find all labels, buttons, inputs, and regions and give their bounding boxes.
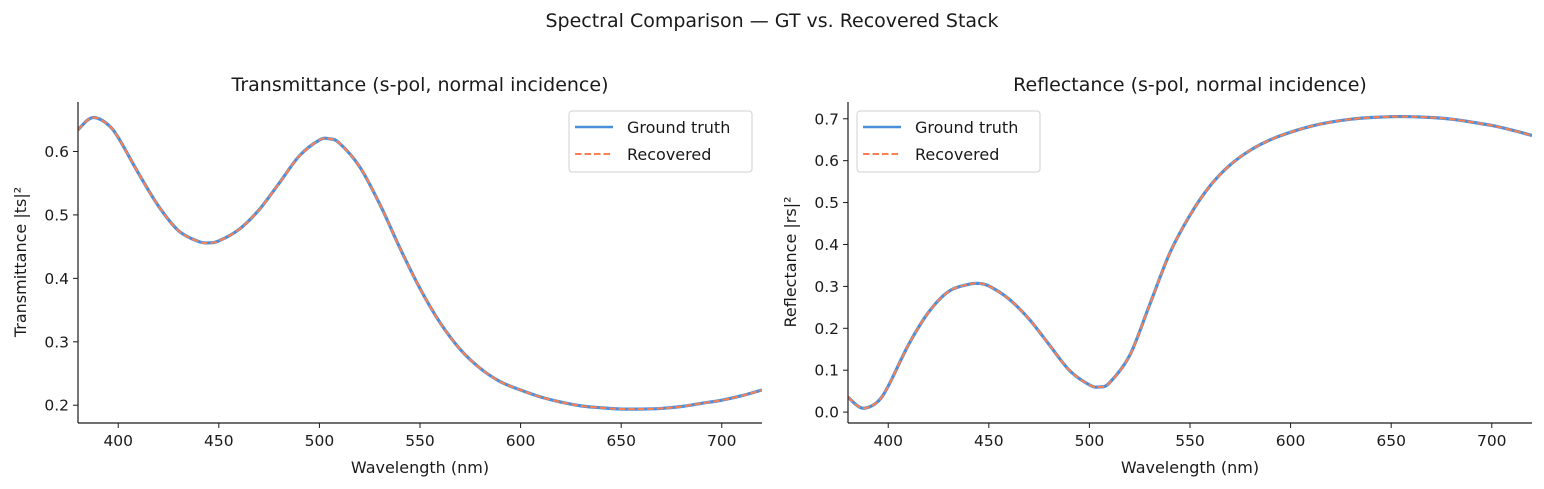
legend-frame — [856, 110, 1041, 173]
reflectance-x-axis-label: Wavelength (nm) — [1121, 458, 1259, 477]
figure-title: Spectral Comparison — GT vs. Recovered S… — [545, 10, 998, 32]
reflectance-x-tick-label: 550 — [1175, 432, 1205, 450]
reflectance-y-axis-label: Reflectance |rs|² — [781, 196, 800, 327]
reflectance-y-tick-label: 0.5 — [814, 194, 839, 212]
transmittance-recovered-line — [78, 116, 762, 411]
legend-ground-truth-label: Ground truth — [627, 118, 730, 137]
reflectance-y-tick-label: 0.0 — [814, 404, 839, 422]
transmittance-x-tick-label: 700 — [707, 432, 737, 450]
transmittance-axes — [77, 102, 762, 424]
reflectance-x-tick-label: 650 — [1376, 432, 1406, 450]
reflectance-y-tick-label: 0.2 — [814, 320, 839, 338]
reflectance-y-tick-label: 0.1 — [814, 362, 839, 380]
transmittance-y-tick-label: 0.3 — [44, 333, 69, 351]
transmittance-x-tick-label: 550 — [405, 432, 435, 450]
reflectance-x-tick-label: 500 — [1075, 432, 1105, 450]
reflectance-recovered-line — [848, 115, 1532, 410]
reflectance-x-tick-label: 600 — [1276, 432, 1306, 450]
transmittance-plot-area — [78, 115, 762, 411]
transmittance-x-tick-label: 450 — [204, 432, 234, 450]
reflectance-x-tick-label: 450 — [974, 432, 1004, 450]
reflectance-panel: Reflectance (s-pol, normal incidence) 40… — [781, 74, 1532, 477]
transmittance-y-tick-label: 0.6 — [44, 143, 69, 161]
reflectance-ticks: 400 450 500 550 600 650 700 0.0 0.1 0.2 0.3 0.4 0.5 0… — [814, 110, 1506, 450]
transmittance-title: Transmittance (s-pol, normal incidence) — [231, 74, 609, 96]
transmittance-x-tick-label: 650 — [606, 432, 636, 450]
reflectance-legend: Ground truth Recovered — [856, 110, 1041, 173]
transmittance-x-axis-label: Wavelength (nm) — [351, 458, 489, 477]
reflectance-x-tick-label: 700 — [1477, 432, 1507, 450]
reflectance-y-tick-label: 0.7 — [814, 110, 839, 128]
reflectance-axes — [847, 102, 1532, 424]
transmittance-y-tick-label: 0.2 — [44, 397, 69, 415]
reflectance-y-tick-label: 0.4 — [814, 236, 839, 254]
reflectance-title: Reflectance (s-pol, normal incidence) — [1013, 74, 1367, 96]
transmittance-x-tick-label: 500 — [305, 432, 335, 450]
transmittance-legend: Ground truth Recovered — [568, 110, 753, 173]
transmittance-y-tick-label: 0.4 — [44, 270, 69, 288]
transmittance-ticks: 400 450 500 550 600 650 700 0.2 0.3 0.4 0.5 0.6 — [44, 143, 736, 450]
reflectance-x-tick-label: 400 — [873, 432, 903, 450]
transmittance-panel: Transmittance (s-pol, normal incidence) … — [11, 74, 762, 477]
legend-recovered-label: Recovered — [915, 145, 999, 164]
transmittance-y-axis-label: Transmittance |ts|² — [11, 187, 30, 338]
legend-frame — [568, 110, 753, 173]
transmittance-x-tick-label: 400 — [103, 432, 133, 450]
transmittance-y-tick-label: 0.5 — [44, 206, 69, 224]
reflectance-y-tick-label: 0.6 — [814, 152, 839, 170]
reflectance-plot-area — [848, 114, 1532, 410]
transmittance-x-tick-label: 600 — [506, 432, 536, 450]
legend-ground-truth-label: Ground truth — [915, 118, 1018, 137]
reflectance-y-tick-label: 0.3 — [814, 278, 839, 296]
legend-recovered-label: Recovered — [627, 145, 711, 164]
